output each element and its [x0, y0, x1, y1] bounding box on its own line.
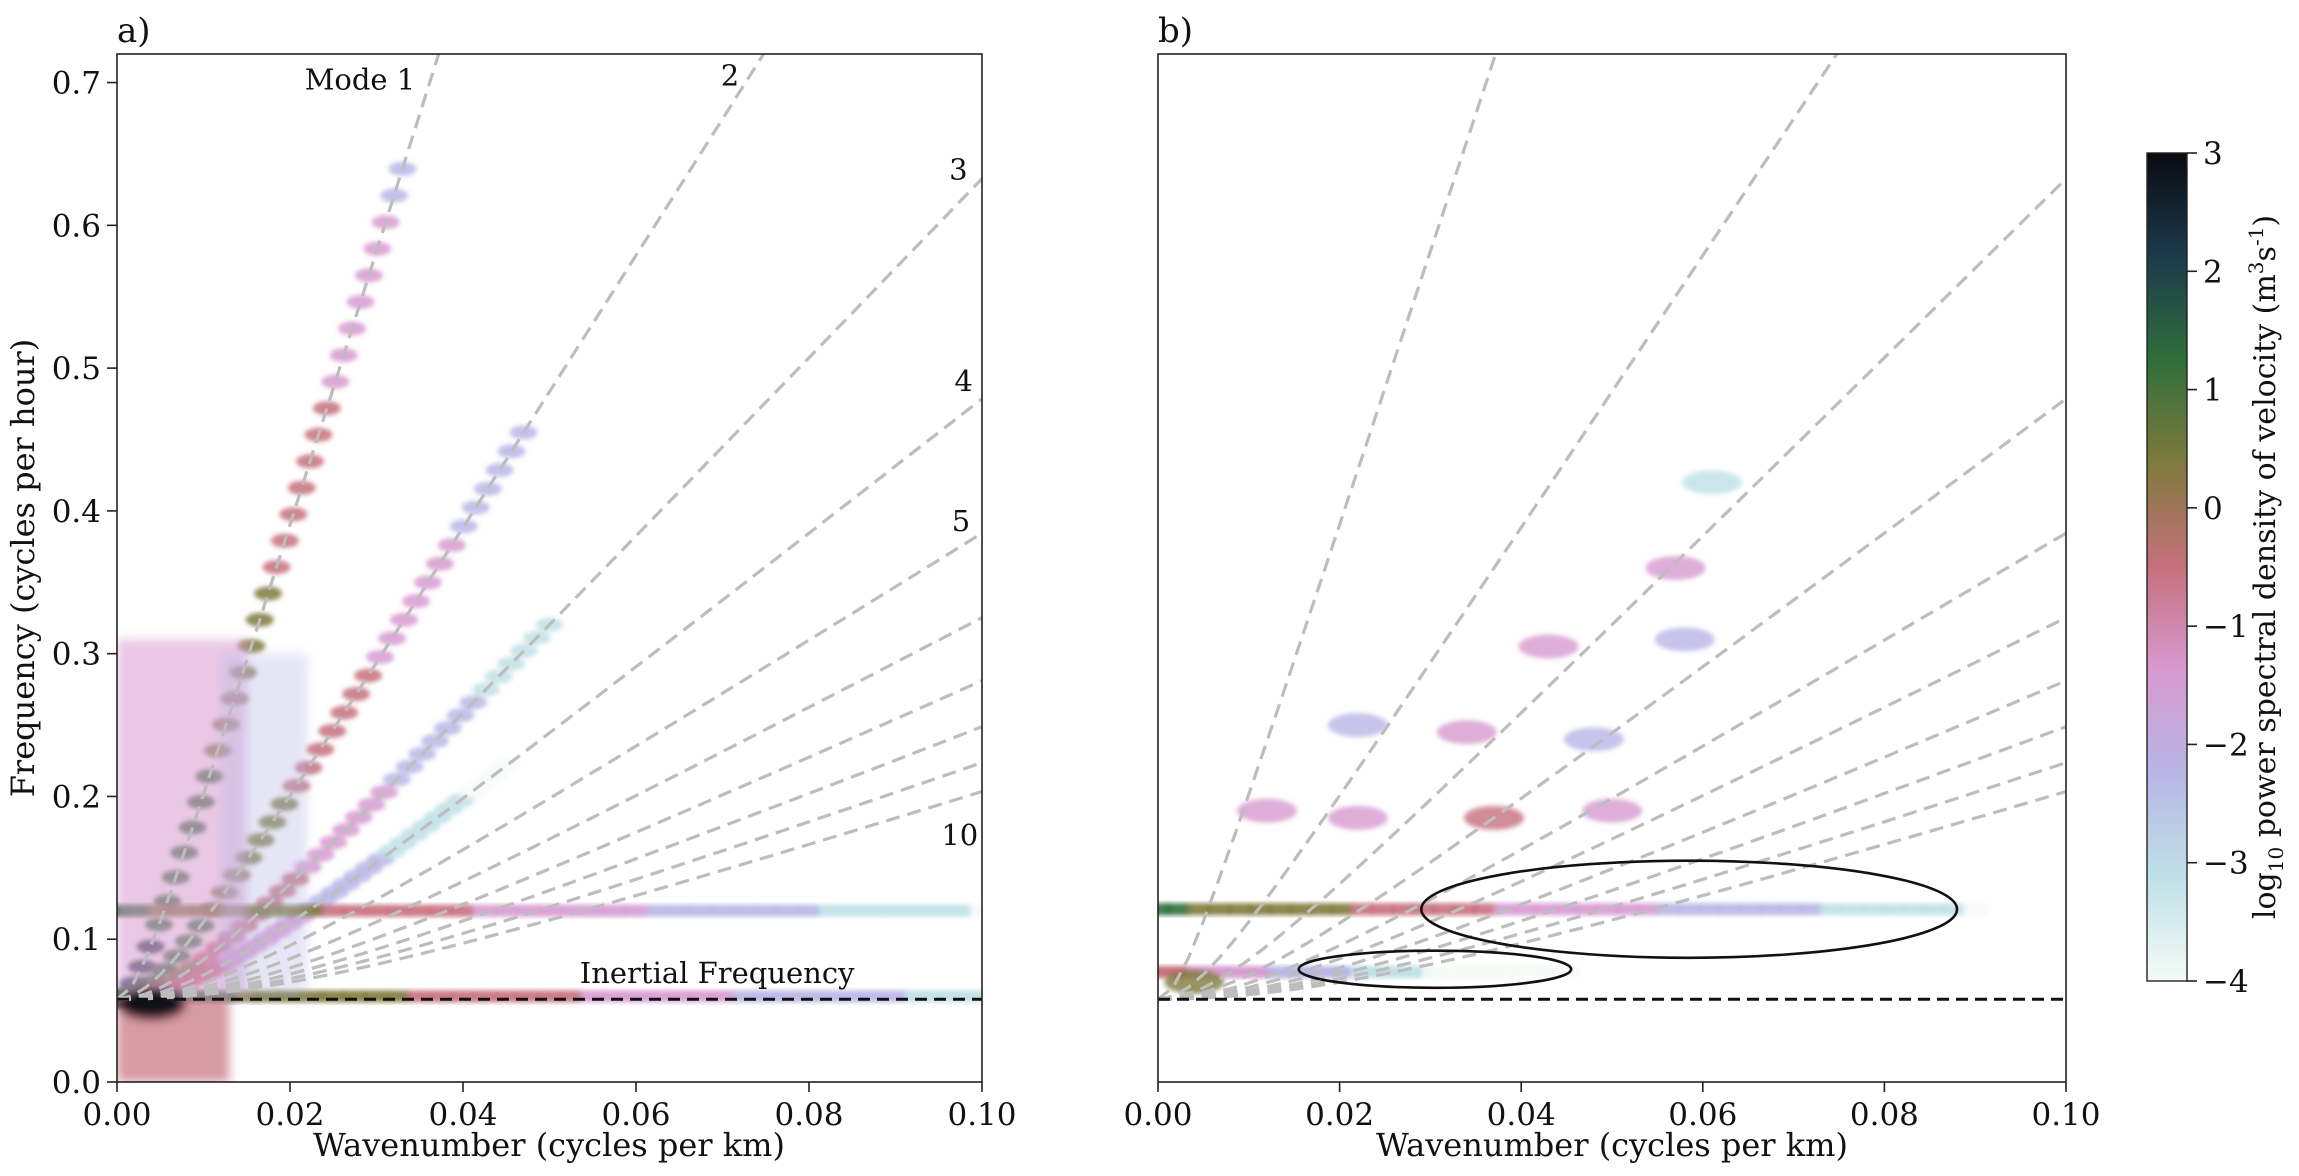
panel-a-label: a) — [117, 11, 151, 51]
panel-b-blob — [1681, 470, 1742, 495]
panel-a-mode-labels: Mode 1 2 3 4 5 10 — [305, 58, 979, 852]
panel-a-x-tick-label: 0.02 — [255, 1097, 324, 1133]
panel-a-mode-line-8 — [117, 725, 982, 1001]
colorbar-tick-label: 2 — [2203, 254, 2223, 290]
colorbar-tick-label: −3 — [2203, 846, 2249, 882]
panel-b-blob — [1436, 720, 1497, 745]
panel-b-highlight-ellipse-2 — [1420, 859, 1959, 960]
panel-b-x-tick-label: 0.00 — [1123, 1097, 1192, 1133]
panel-a-y-tick-label: 0.1 — [52, 922, 101, 958]
panel-a-mode-label-10: 10 — [941, 818, 978, 852]
panel-a-frame — [116, 53, 983, 1083]
panel-a-y-tick-label: 0.2 — [52, 779, 101, 815]
panel-a-mode-line-4 — [117, 397, 982, 1001]
panel-a-y-tick-label: 0.3 — [52, 637, 101, 673]
panel-b-blob — [1582, 798, 1642, 823]
panel-b-blob — [1654, 627, 1715, 652]
panel-a-mode-line-6 — [117, 616, 982, 1001]
panel-a-x-tick-label: 0.10 — [947, 1097, 1016, 1133]
panel-a-y-tick-label: 0.4 — [52, 494, 101, 530]
panel-a-inertial: Inertial Frequency — [117, 956, 982, 1001]
panel-b-mode-line-7 — [1158, 679, 2066, 1001]
panel-b-heatmap — [1158, 470, 1988, 995]
panel-a-y-axis-label: Frequency (cycles per hour) — [4, 339, 42, 798]
panel-b-mode-line-8 — [1158, 725, 2066, 1001]
panel-b-mode-line-10 — [1158, 789, 2066, 1001]
colorbar: 3 2 1 0 −1 −2 −3 −4 log10 power spectral densit… — [2146, 136, 2288, 1000]
panel-a-x-tick-label: 0.04 — [428, 1097, 497, 1133]
colorbar-tick-label: 0 — [2203, 491, 2223, 527]
panel-a-x-tick-label: 0.06 — [601, 1097, 670, 1133]
panel-a-mode-line-9 — [117, 761, 982, 1001]
colorbar-gradient — [2146, 152, 2188, 982]
panel-b-label: b) — [1158, 11, 1193, 51]
panel-b-mode-line-4 — [1158, 397, 2066, 1001]
panel-a-x-tick-label: 0.00 — [82, 1097, 151, 1133]
panel-a-x-tick-label: 0.08 — [774, 1097, 843, 1133]
panel-b-x-tick-label: 0.06 — [1668, 1097, 1737, 1133]
panel-b-mode-lines — [1158, 54, 2066, 1001]
panel-b-frame — [1157, 53, 2067, 1083]
panel-b-blob — [1518, 634, 1579, 659]
panel-b-blob — [1327, 713, 1388, 738]
panel-a-mode-lines — [117, 54, 982, 1001]
panel-b-x-ticks: 0.00 0.02 0.04 0.06 0.08 0.10 — [1123, 1082, 2101, 1133]
panel-b-x-tick-label: 0.10 — [2031, 1097, 2100, 1133]
panel-b-highlight-ellipse-1 — [1297, 949, 1573, 990]
panel-b-x-tick-label: 0.02 — [1305, 1097, 1374, 1133]
panel-b-mode-line-3 — [1158, 177, 2066, 1001]
panel-a-heatmap — [117, 161, 982, 1082]
panel-b-x-tick-label: 0.08 — [1850, 1097, 1919, 1133]
panel-a-x-ticks: 0.00 0.02 0.04 0.06 0.08 0.10 — [82, 1082, 1017, 1133]
panel-b: b) 0.00 0.02 0.04 0.06 0.08 0.10 Wavenumber (… — [1123, 11, 2101, 1164]
panel-a-mode-line-5 — [117, 531, 982, 1001]
panel-a-y-tick-label: 0.0 — [52, 1065, 101, 1101]
panel-a-y-ticks: 0.0 0.1 0.2 0.3 0.4 0.5 0.6 0.7 — [52, 66, 117, 1101]
panel-a-mode-label-2: 2 — [721, 58, 739, 92]
panel-b-mode-line-1 — [1158, 54, 1498, 1001]
panel-b-blob — [1327, 805, 1388, 830]
panel-a-x-axis-label: Wavenumber (cycles per km) — [313, 1126, 785, 1164]
colorbar-label: log10 power spectral density of velocity… — [2244, 215, 2288, 919]
panel-a-mode-label-1: Mode 1 — [305, 63, 416, 97]
panel-a-y-tick-label: 0.6 — [52, 208, 101, 244]
panel-a-y-tick-label: 0.7 — [52, 66, 101, 102]
panel-a-mode-line-10 — [117, 789, 982, 1001]
panel-b-x-axis-label: Wavenumber (cycles per km) — [1376, 1126, 1848, 1164]
panel-b-mode-line-6 — [1158, 616, 2066, 1001]
panel-b-mode-line-5 — [1158, 531, 2066, 1001]
colorbar-ticks: 3 2 1 0 −1 −2 −3 −4 — [2187, 136, 2249, 1000]
panel-a-mode-line-2 — [117, 54, 766, 1001]
panel-b-ellipses — [1297, 859, 1959, 990]
panel-a-mode-label-5: 5 — [952, 504, 970, 538]
panel-a-mode-label-3: 3 — [949, 153, 967, 187]
panel-b-mode-line-2 — [1158, 54, 1839, 1001]
panel-a-inertial-label: Inertial Frequency — [580, 956, 855, 990]
panel-a-mode-label-4: 4 — [954, 364, 972, 398]
panel-a-mode-line-1 — [117, 54, 441, 1001]
colorbar-tick-label: −2 — [2203, 727, 2249, 763]
panel-b-blob — [1645, 556, 1706, 580]
colorbar-tick-label: −1 — [2203, 609, 2249, 645]
panel-b-blob — [1236, 798, 1297, 823]
panel-b-mode-line-9 — [1158, 761, 2066, 1001]
colorbar-tick-label: 1 — [2203, 373, 2223, 409]
panel-b-x-tick-label: 0.04 — [1487, 1097, 1556, 1133]
panel-a-mode-line-3 — [117, 177, 982, 1001]
colorbar-tick-label: 3 — [2203, 136, 2223, 172]
colorbar-tick-label: −4 — [2203, 964, 2249, 1000]
panel-a-y-tick-label: 0.5 — [52, 351, 101, 387]
panel-a-core-patch — [117, 639, 308, 1082]
panel-b-blob — [1164, 970, 1225, 995]
